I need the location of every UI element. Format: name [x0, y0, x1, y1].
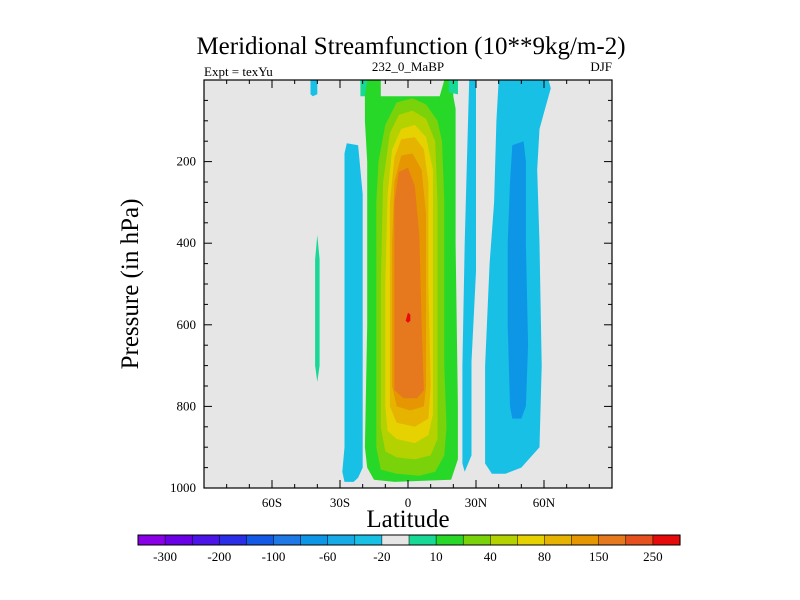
colorbar-frame	[137, 534, 681, 546]
y-tick-label: 200	[177, 154, 197, 169]
y-tick-label: 1000	[170, 480, 196, 495]
colorbar-label: 150	[589, 549, 609, 564]
colorbar-label: -20	[373, 549, 390, 564]
subtitle-left: Expt = texYu	[204, 64, 273, 79]
colorbar-box	[327, 534, 356, 546]
contour-hadley-250	[405, 312, 411, 323]
colorbar-box	[652, 534, 681, 546]
x-axis-label: Latitude	[366, 506, 449, 533]
contour-nh-weak-top	[448, 80, 458, 95]
x-tick-label: 60N	[533, 495, 556, 510]
colorbar-box	[598, 534, 627, 546]
x-axis: 60S 30S 0 30N 60N	[203, 80, 613, 510]
colorbar-box	[164, 534, 193, 546]
subtitle-center: 232_0_MaBP	[372, 59, 444, 74]
contour-sh-ferrel-weak-strip	[315, 235, 320, 382]
colorbar-box	[273, 534, 302, 546]
colorbar-box	[517, 534, 546, 546]
x-tick-label: 0	[405, 495, 412, 510]
colorbar-box	[571, 534, 600, 546]
colorbar-box	[625, 534, 654, 546]
colorbar-box	[435, 534, 464, 546]
contour-regions	[310, 80, 551, 482]
colorbar-box	[246, 534, 275, 546]
y-tick-label: 400	[177, 235, 197, 250]
plot-area: 60S 30S 0 30N 60N 200 400 600 800 1000	[170, 79, 613, 510]
contour-hadley-200	[394, 167, 424, 399]
colorbar-label: 250	[643, 549, 663, 564]
x-tick-label: 60S	[262, 495, 282, 510]
x-tick-label: 30S	[330, 495, 350, 510]
colorbar-box	[381, 534, 410, 546]
colorbar-label: 40	[484, 549, 497, 564]
chart-title: Meridional Streamfunction (10**9kg/m-2)	[196, 33, 625, 60]
colorbar-box	[408, 534, 437, 546]
y-axis-label: Pressure (in hPa)	[117, 199, 144, 370]
colorbar-label: -200	[207, 549, 231, 564]
contour-nh-ferrel-outer	[462, 80, 476, 472]
colorbar-box	[490, 534, 518, 546]
colorbar-label: -100	[262, 549, 286, 564]
contour-sh-ferrel-cell-outer	[342, 143, 363, 482]
colorbar-box	[462, 534, 491, 546]
colorbar-box	[544, 534, 573, 546]
colorbar-label: -60	[319, 549, 336, 564]
colorbar-label: 10	[430, 549, 443, 564]
colorbar-box	[300, 534, 329, 546]
colorbar: -300 -200 -100 -60 -20 10 40 80 150 250	[137, 534, 681, 564]
colorbar-box	[354, 534, 383, 546]
colorbar-box	[191, 534, 220, 546]
colorbar-label: -300	[153, 549, 177, 564]
colorbar-box	[219, 534, 247, 546]
x-tick-label: 30N	[465, 495, 488, 510]
y-tick-label: 600	[177, 317, 197, 332]
subtitle-right: DJF	[590, 59, 612, 74]
y-axis: 200 400 600 800 1000	[170, 79, 612, 495]
contour-nh-polar-cell-inner	[507, 141, 529, 419]
y-tick-label: 800	[177, 398, 197, 413]
colorbar-box	[137, 534, 166, 546]
contour-sh-subpolar-cell	[310, 80, 318, 97]
colorbar-label: 80	[538, 549, 551, 564]
